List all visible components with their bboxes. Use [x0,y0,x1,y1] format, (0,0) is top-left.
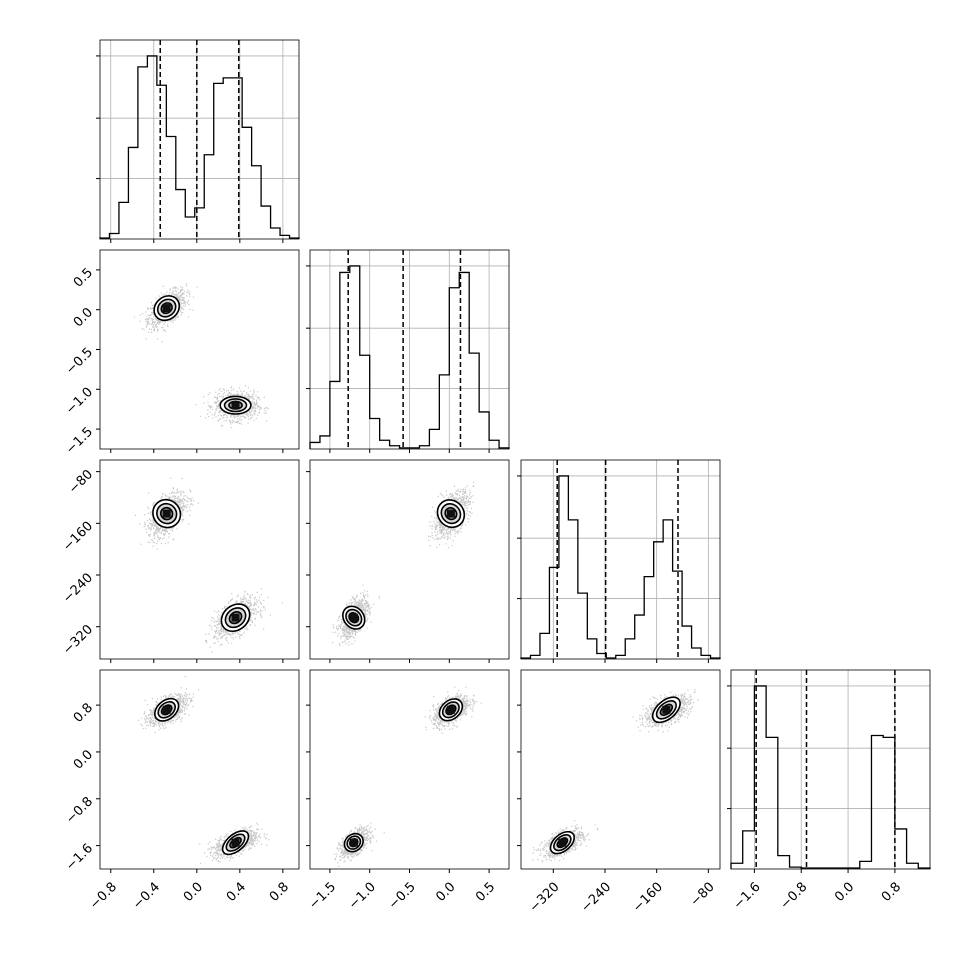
panel-3-0 [96,669,300,873]
x-tick-label: −320 [527,880,563,916]
y-tick-label: 0.0 [71,747,96,772]
x-tick-label: −160 [630,880,666,916]
y-tick-label: −80 [66,467,96,497]
x-tick-label: −1.0 [346,880,379,913]
density-peak [446,509,455,518]
y-tick-label: −160 [60,519,96,555]
panel-frame [309,669,510,870]
panel-0-0 [96,39,300,243]
y-tick-label: −320 [60,622,96,658]
panel-frame [99,249,300,450]
density-peak [349,613,358,622]
histogram-1 [309,265,510,449]
x-tick-label: 0.4 [224,880,249,905]
histogram-0 [99,55,300,239]
density-peak [162,705,171,714]
density-peak [662,705,671,714]
panel-1-0 [96,249,300,453]
panel-2-2 [517,459,721,663]
x-tick-label: 0.0 [832,880,857,905]
density-peak [231,613,240,622]
density-peak [162,304,171,313]
x-tick-label: 0.8 [879,880,904,905]
panel-frame [99,459,300,660]
x-tick-label: −0.8 [87,880,120,913]
x-tick-label: 0.5 [473,880,498,905]
density-peak [558,838,567,847]
panel-3-3 [727,669,931,873]
y-tick-label: −240 [60,570,96,606]
panel-2-0 [96,459,300,663]
panel-2-1 [306,459,510,663]
panel-frame [730,669,931,870]
y-tick-label: −1.0 [63,385,96,418]
scatter-3-0 [138,675,270,865]
histogram-3 [730,685,931,869]
panel-frame [520,459,721,660]
x-tick-label: −1.6 [731,880,764,913]
scatter-2-0 [134,477,283,653]
x-tick-label: 0.0 [181,880,206,905]
density-peak [446,705,455,714]
panel-1-1 [306,249,510,453]
y-tick-label: −1.6 [63,841,96,874]
panel-frame [99,669,300,870]
y-tick-label: 0.8 [71,701,96,726]
scatter-1-0 [133,283,269,429]
density-peak [162,509,171,518]
x-tick-label: −0.5 [386,880,419,913]
panel-frame [309,459,510,660]
x-tick-label: 0.8 [267,880,292,905]
density-peak [231,401,240,410]
x-tick-label: −0.8 [778,880,811,913]
scatter-3-2 [532,689,699,863]
x-tick-label: −240 [578,880,614,916]
density-peak [349,838,358,847]
panel-3-1 [306,669,510,873]
histogram-2 [520,475,721,659]
x-tick-label: 0.0 [433,880,458,905]
y-tick-label: −0.5 [63,345,96,378]
panel-3-2 [517,669,721,873]
x-tick-label: −0.4 [130,880,163,913]
y-tick-label: −1.5 [63,425,96,458]
y-tick-label: −0.8 [63,794,96,827]
panel-frame [520,669,721,870]
scatter-3-1 [334,686,482,867]
x-tick-label: −1.5 [306,880,339,913]
y-tick-label: 0.0 [71,305,96,330]
density-peak [231,838,240,847]
panel-frame [99,39,300,240]
y-tick-label: 0.5 [71,265,96,290]
x-tick-label: −80 [688,880,718,910]
scatter-2-1 [332,481,475,647]
